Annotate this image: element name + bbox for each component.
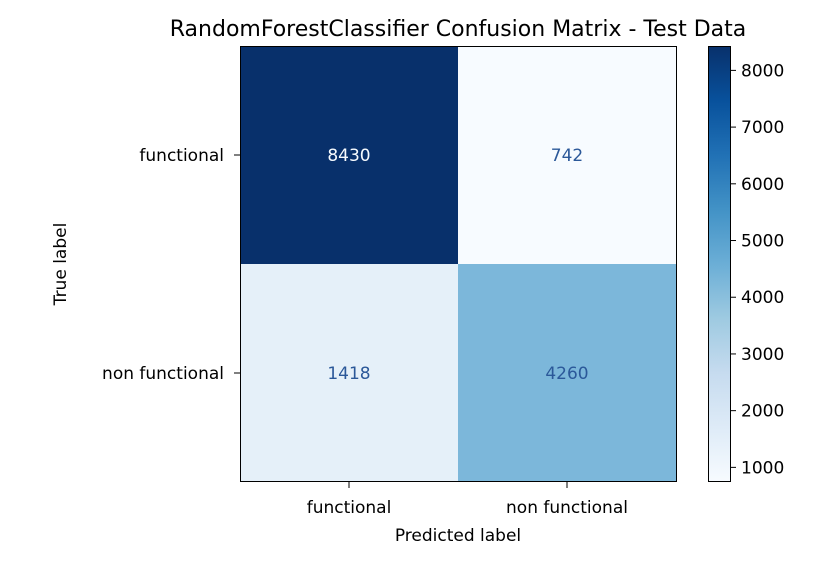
chart-title: RandomForestClassifier Confusion Matrix … <box>170 17 746 42</box>
y-axis-ticks: functional non functional <box>102 146 240 384</box>
matrix-cell-r0-c0 <box>240 46 458 264</box>
colorbar-tick-label: 1000 <box>741 458 784 478</box>
x-tick-label: non functional <box>506 498 628 518</box>
cell-value-label: 1418 <box>327 364 370 384</box>
matrix-cell-r1-c0 <box>240 264 458 482</box>
colorbar-tick-label: 5000 <box>741 232 784 252</box>
matrix-cell-r1-c1 <box>458 264 676 482</box>
colorbar-tick-label: 6000 <box>741 175 784 195</box>
cell-value-label: 8430 <box>327 146 370 166</box>
cell-value-label: 4260 <box>545 364 588 384</box>
colorbar-tick-label: 2000 <box>741 402 784 422</box>
colorbar-ticks: 1000 2000 3000 4000 5000 6000 7000 8000 <box>730 61 784 478</box>
cell-value-label: 742 <box>551 146 583 166</box>
y-tick-label: non functional <box>102 364 224 384</box>
colorbar-tick-label: 3000 <box>741 345 784 365</box>
y-axis-label: True label <box>51 223 71 307</box>
x-axis-ticks: functional non functional <box>307 482 628 518</box>
matrix-cell-labels: 8430 742 1418 4260 <box>327 146 588 384</box>
x-tick-label: functional <box>307 498 392 518</box>
colorbar-tick-label: 7000 <box>741 118 784 138</box>
matrix-cells <box>240 46 676 482</box>
matrix-cell-r0-c1 <box>458 46 676 264</box>
x-axis-label: Predicted label <box>395 526 521 546</box>
colorbar-tick-label: 4000 <box>741 288 784 308</box>
y-tick-label: functional <box>139 146 224 166</box>
plot-frame <box>240 46 677 482</box>
colorbar-frame <box>708 46 731 482</box>
colorbar <box>708 46 730 482</box>
colorbar-tick-label: 8000 <box>741 61 784 81</box>
